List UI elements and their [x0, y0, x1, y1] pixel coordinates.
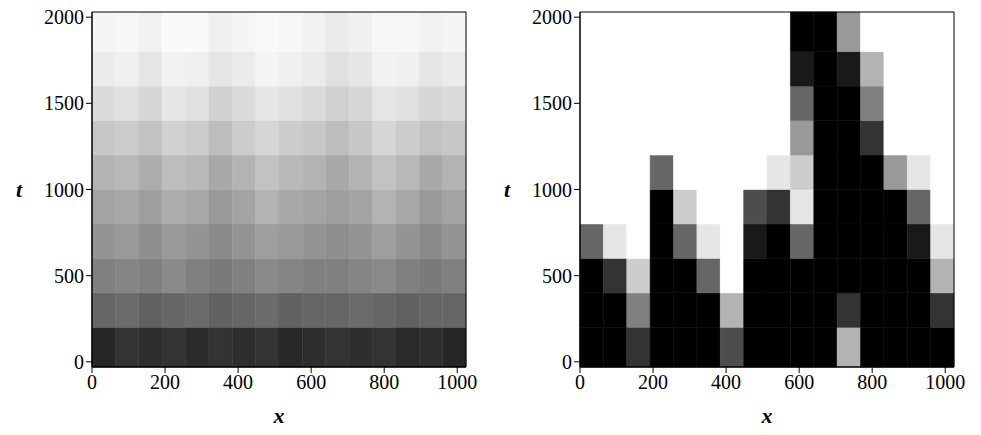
svg-text:800: 800 [857, 371, 887, 393]
svg-text:600: 600 [296, 371, 326, 393]
svg-text:0: 0 [74, 351, 84, 373]
svg-text:1000: 1000 [44, 179, 84, 201]
svg-text:x: x [273, 403, 285, 428]
svg-text:800: 800 [369, 371, 399, 393]
svg-text:1000: 1000 [532, 179, 572, 201]
svg-text:2000: 2000 [44, 6, 84, 28]
svg-text:0: 0 [87, 371, 97, 393]
svg-text:0: 0 [575, 371, 585, 393]
svg-text:400: 400 [711, 371, 741, 393]
svg-text:400: 400 [223, 371, 253, 393]
svg-text:200: 200 [150, 371, 180, 393]
svg-text:200: 200 [638, 371, 668, 393]
svg-text:0: 0 [562, 351, 572, 373]
svg-text:1000: 1000 [925, 371, 965, 393]
svg-text:1000: 1000 [437, 371, 477, 393]
svg-text:500: 500 [542, 265, 572, 287]
svg-text:500: 500 [54, 265, 84, 287]
svg-text:1500: 1500 [44, 92, 84, 114]
svg-text:t: t [16, 177, 23, 202]
svg-text:600: 600 [784, 371, 814, 393]
svg-text:t: t [504, 177, 511, 202]
svg-text:1500: 1500 [532, 92, 572, 114]
svg-text:x: x [761, 403, 773, 428]
svg-text:2000: 2000 [532, 6, 572, 28]
